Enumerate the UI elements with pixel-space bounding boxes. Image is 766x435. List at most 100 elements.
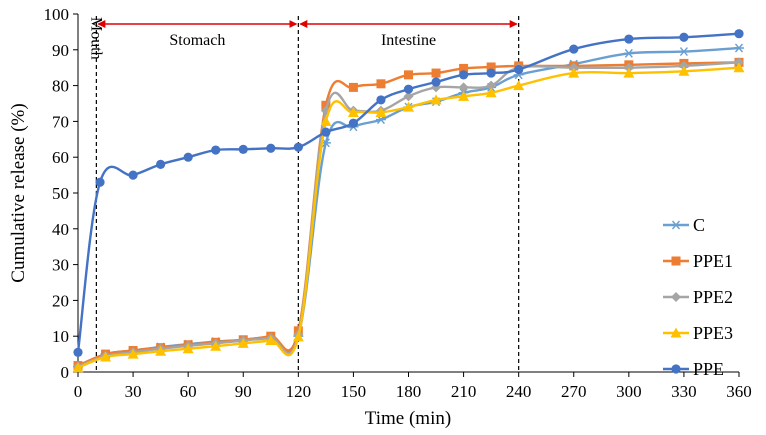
legend-item-ppe: PPE (663, 359, 724, 379)
data-point-ppe (486, 68, 496, 78)
y-tick-label: 100 (44, 5, 70, 24)
data-point-ppe (679, 32, 689, 42)
legend-label: PPE2 (693, 287, 733, 307)
data-point-ppe2 (458, 82, 469, 93)
data-point-ppe3 (430, 94, 442, 105)
data-point-ppe3 (237, 337, 249, 348)
data-point-ppe2 (403, 91, 414, 102)
data-point-ppe2 (486, 80, 497, 91)
x-tick-label: 120 (286, 382, 312, 401)
x-tick-label: 180 (396, 382, 422, 401)
x-tick-label: 30 (125, 382, 142, 401)
data-point-ppe1 (431, 68, 441, 78)
data-point-ppe1 (348, 82, 358, 92)
data-point-ppe1 (321, 100, 331, 110)
x-tick-label: 150 (341, 382, 367, 401)
data-point-ppe (403, 84, 414, 94)
x-tick-label: 0 (74, 382, 83, 401)
data-point-ppe1 (404, 70, 413, 80)
data-point-ppe (348, 118, 359, 128)
data-point-ppe3 (485, 87, 497, 98)
data-point-ppe (624, 34, 634, 44)
data-point-ppe3 (733, 62, 745, 73)
x-tick-label: 330 (671, 382, 697, 401)
data-point-ppe (73, 347, 83, 357)
data-point-ppe (321, 127, 331, 137)
series-line-ppe (76, 32, 740, 353)
legend-item-ppe2: PPE2 (663, 287, 733, 307)
data-series (72, 29, 745, 373)
data-point-ppe3 (403, 101, 414, 112)
data-point-ppe3 (182, 343, 194, 354)
data-point-ppe (183, 152, 193, 162)
data-point-ppe3 (623, 67, 635, 78)
data-point-ppe (569, 44, 579, 54)
x-tick-label: 360 (726, 382, 752, 401)
data-point-ppe3 (72, 362, 84, 373)
data-point-ppe3 (292, 331, 304, 342)
y-tick-label: 0 (61, 363, 70, 382)
x-tick-label: 90 (235, 382, 252, 401)
data-point-c (678, 47, 689, 57)
legend-marker-c (671, 220, 681, 230)
data-point-ppe3 (347, 106, 359, 117)
data-point-ppe1 (486, 62, 496, 72)
data-point-ppe (514, 64, 524, 75)
y-tick-label: 70 (52, 112, 69, 131)
x-tick-label: 300 (616, 382, 642, 401)
data-point-c (623, 48, 634, 58)
data-point-ppe3 (127, 348, 139, 359)
data-point-ppe3 (100, 351, 112, 362)
data-point-ppe (458, 70, 469, 80)
data-point-ppe3 (568, 67, 580, 78)
y-tick-label: 60 (52, 148, 69, 167)
data-point-ppe (156, 159, 166, 169)
x-tick-label: 60 (180, 382, 197, 401)
y-axis-ticks: 0 10 20 30 40 50 60 70 80 90 100 (44, 5, 78, 382)
data-point-ppe1 (459, 63, 469, 73)
x-tick-label: 210 (451, 382, 477, 401)
axes (77, 14, 739, 373)
series-ppe (73, 29, 744, 357)
x-tick-label: 270 (561, 382, 587, 401)
y-tick-label: 80 (52, 77, 69, 96)
x-tick-label: 240 (506, 382, 532, 401)
data-point-ppe (266, 143, 276, 153)
y-tick-label: 10 (52, 327, 69, 346)
y-tick-label: 40 (52, 220, 69, 239)
data-point-ppe3 (458, 90, 470, 101)
data-point-ppe3 (155, 345, 167, 356)
series-line-ppe3 (77, 66, 740, 369)
legend-label: PPE (693, 359, 724, 379)
series-ppe3 (72, 62, 745, 373)
data-point-ppe (95, 177, 105, 187)
data-point-ppe3 (678, 65, 690, 76)
data-point-ppe (211, 145, 221, 155)
legend-label: C (693, 215, 705, 235)
legend-marker-ppe (671, 364, 681, 374)
legend-label: PPE3 (693, 323, 733, 343)
series-line-ppe2 (77, 61, 740, 368)
x-axis-ticks: 0 30 60 90 120 150 180 210 240 270 300 330 360 (74, 372, 752, 401)
legend-item-c: C (663, 215, 705, 235)
data-point-ppe (431, 77, 441, 87)
x-axis-title: Time (min) (365, 408, 451, 429)
legend-item-ppe1: PPE1 (663, 251, 733, 271)
legend-marker-ppe2 (671, 292, 681, 302)
y-tick-label: 30 (52, 256, 69, 275)
y-tick-label: 90 (52, 41, 69, 60)
legend: C PPE1 PPE2 PPE3 PPE (663, 215, 733, 379)
y-tick-label: 50 (52, 184, 69, 203)
data-point-ppe (734, 29, 744, 39)
data-point-ppe3 (265, 334, 277, 345)
data-point-ppe (238, 144, 248, 154)
region-label-stomach: Stomach (169, 32, 225, 49)
data-point-ppe3 (513, 80, 525, 91)
legend-marker-ppe1 (671, 256, 681, 266)
y-axis-title: Cumulative release (%) (8, 103, 29, 282)
data-point-ppe (293, 142, 303, 152)
legend-marker-ppe3 (670, 327, 682, 338)
data-point-ppe (128, 170, 138, 180)
data-point-ppe3 (375, 106, 387, 117)
region-label-intestine: Intestine (381, 32, 436, 49)
